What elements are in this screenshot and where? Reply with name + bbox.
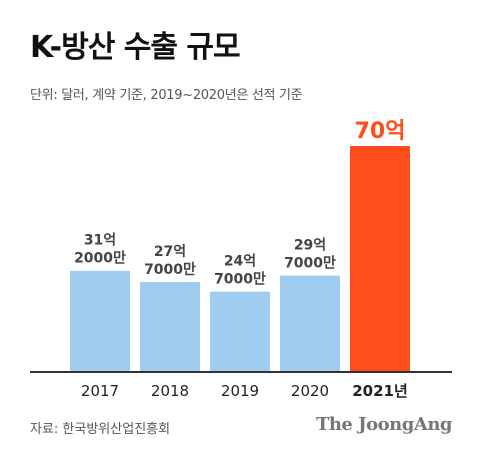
data-label-2019-1: 7000만 <box>214 272 266 288</box>
x-tick-2019: 2019 <box>221 382 259 400</box>
source-note: 자료: 한국방위산업진흥회 <box>30 422 171 437</box>
bar-2021년 <box>350 146 410 371</box>
chart-subtitle: 단위: 달러, 계약 기준, 2019~2020년은 선적 기준 <box>30 88 303 103</box>
publisher-logo: The JoongAng <box>315 414 453 435</box>
x-tick-2021년: 2021년 <box>352 382 408 400</box>
x-tick-2017: 2017 <box>81 382 119 400</box>
data-label-2018-1: 7000만 <box>144 262 196 278</box>
x-tick-2020: 2020 <box>291 382 329 400</box>
data-label-2021년-0: 70억 <box>355 119 406 144</box>
data-label-2018-0: 27억 <box>154 244 186 260</box>
bar-2017 <box>70 270 130 371</box>
bar-2018 <box>140 281 200 371</box>
data-label-2020-1: 7000만 <box>284 256 336 272</box>
bar-2020 <box>280 275 340 371</box>
x-tick-2018: 2018 <box>151 382 189 400</box>
data-label-2017-0: 31억 <box>84 233 116 249</box>
bar-2019 <box>210 291 270 371</box>
data-label-2020-0: 29억 <box>294 238 326 254</box>
data-label-2017-1: 2000만 <box>74 251 126 267</box>
data-label-2019-0: 24억 <box>224 254 256 270</box>
chart-title: K-방산 수출 규모 <box>30 30 241 65</box>
